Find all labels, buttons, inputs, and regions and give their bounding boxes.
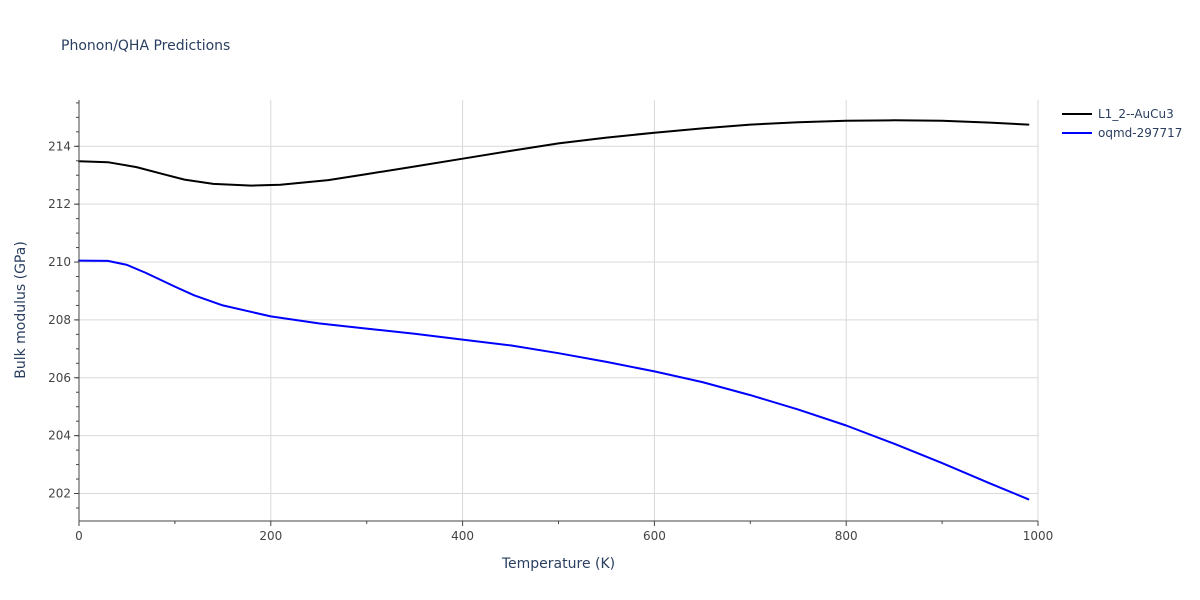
x-tick-label: 1000	[1023, 529, 1054, 543]
x-axis-ticks: 0 200 400 600 800 1000	[75, 521, 1053, 543]
y-tick-label: 202	[48, 487, 71, 501]
x-tick-label: 800	[835, 529, 858, 543]
legend-label: oqmd-297717	[1098, 126, 1182, 140]
x-tick-label: 600	[643, 529, 666, 543]
y-axis-ticks: 202 204 206 208 210 212 214	[48, 102, 79, 509]
legend[interactable]: L1_2--AuCu3 oqmd-297717	[1062, 107, 1182, 140]
y-axis-title: Bulk modulus (GPa)	[13, 241, 29, 379]
series-line-1	[78, 259, 1030, 501]
y-tick-label: 204	[48, 429, 71, 443]
chart-title: Phonon/QHA Predictions	[61, 38, 230, 54]
x-tick-label: 200	[259, 529, 282, 543]
x-tick-label: 400	[451, 529, 474, 543]
series-line-0	[78, 119, 1030, 187]
plot-area	[78, 119, 1030, 501]
y-tick-label: 212	[48, 197, 71, 211]
y-tick-label: 214	[48, 139, 71, 153]
y-tick-label: 210	[48, 255, 71, 269]
legend-label: L1_2--AuCu3	[1098, 107, 1174, 121]
x-tick-label: 0	[75, 529, 83, 543]
legend-item-0[interactable]: L1_2--AuCu3	[1062, 107, 1174, 121]
y-tick-label: 208	[48, 313, 71, 327]
gridlines	[79, 100, 1039, 521]
legend-item-1[interactable]: oqmd-297717	[1062, 126, 1182, 140]
x-axis-title: Temperature (K)	[501, 556, 615, 572]
y-tick-label: 206	[48, 371, 71, 385]
axes	[78, 100, 1038, 522]
